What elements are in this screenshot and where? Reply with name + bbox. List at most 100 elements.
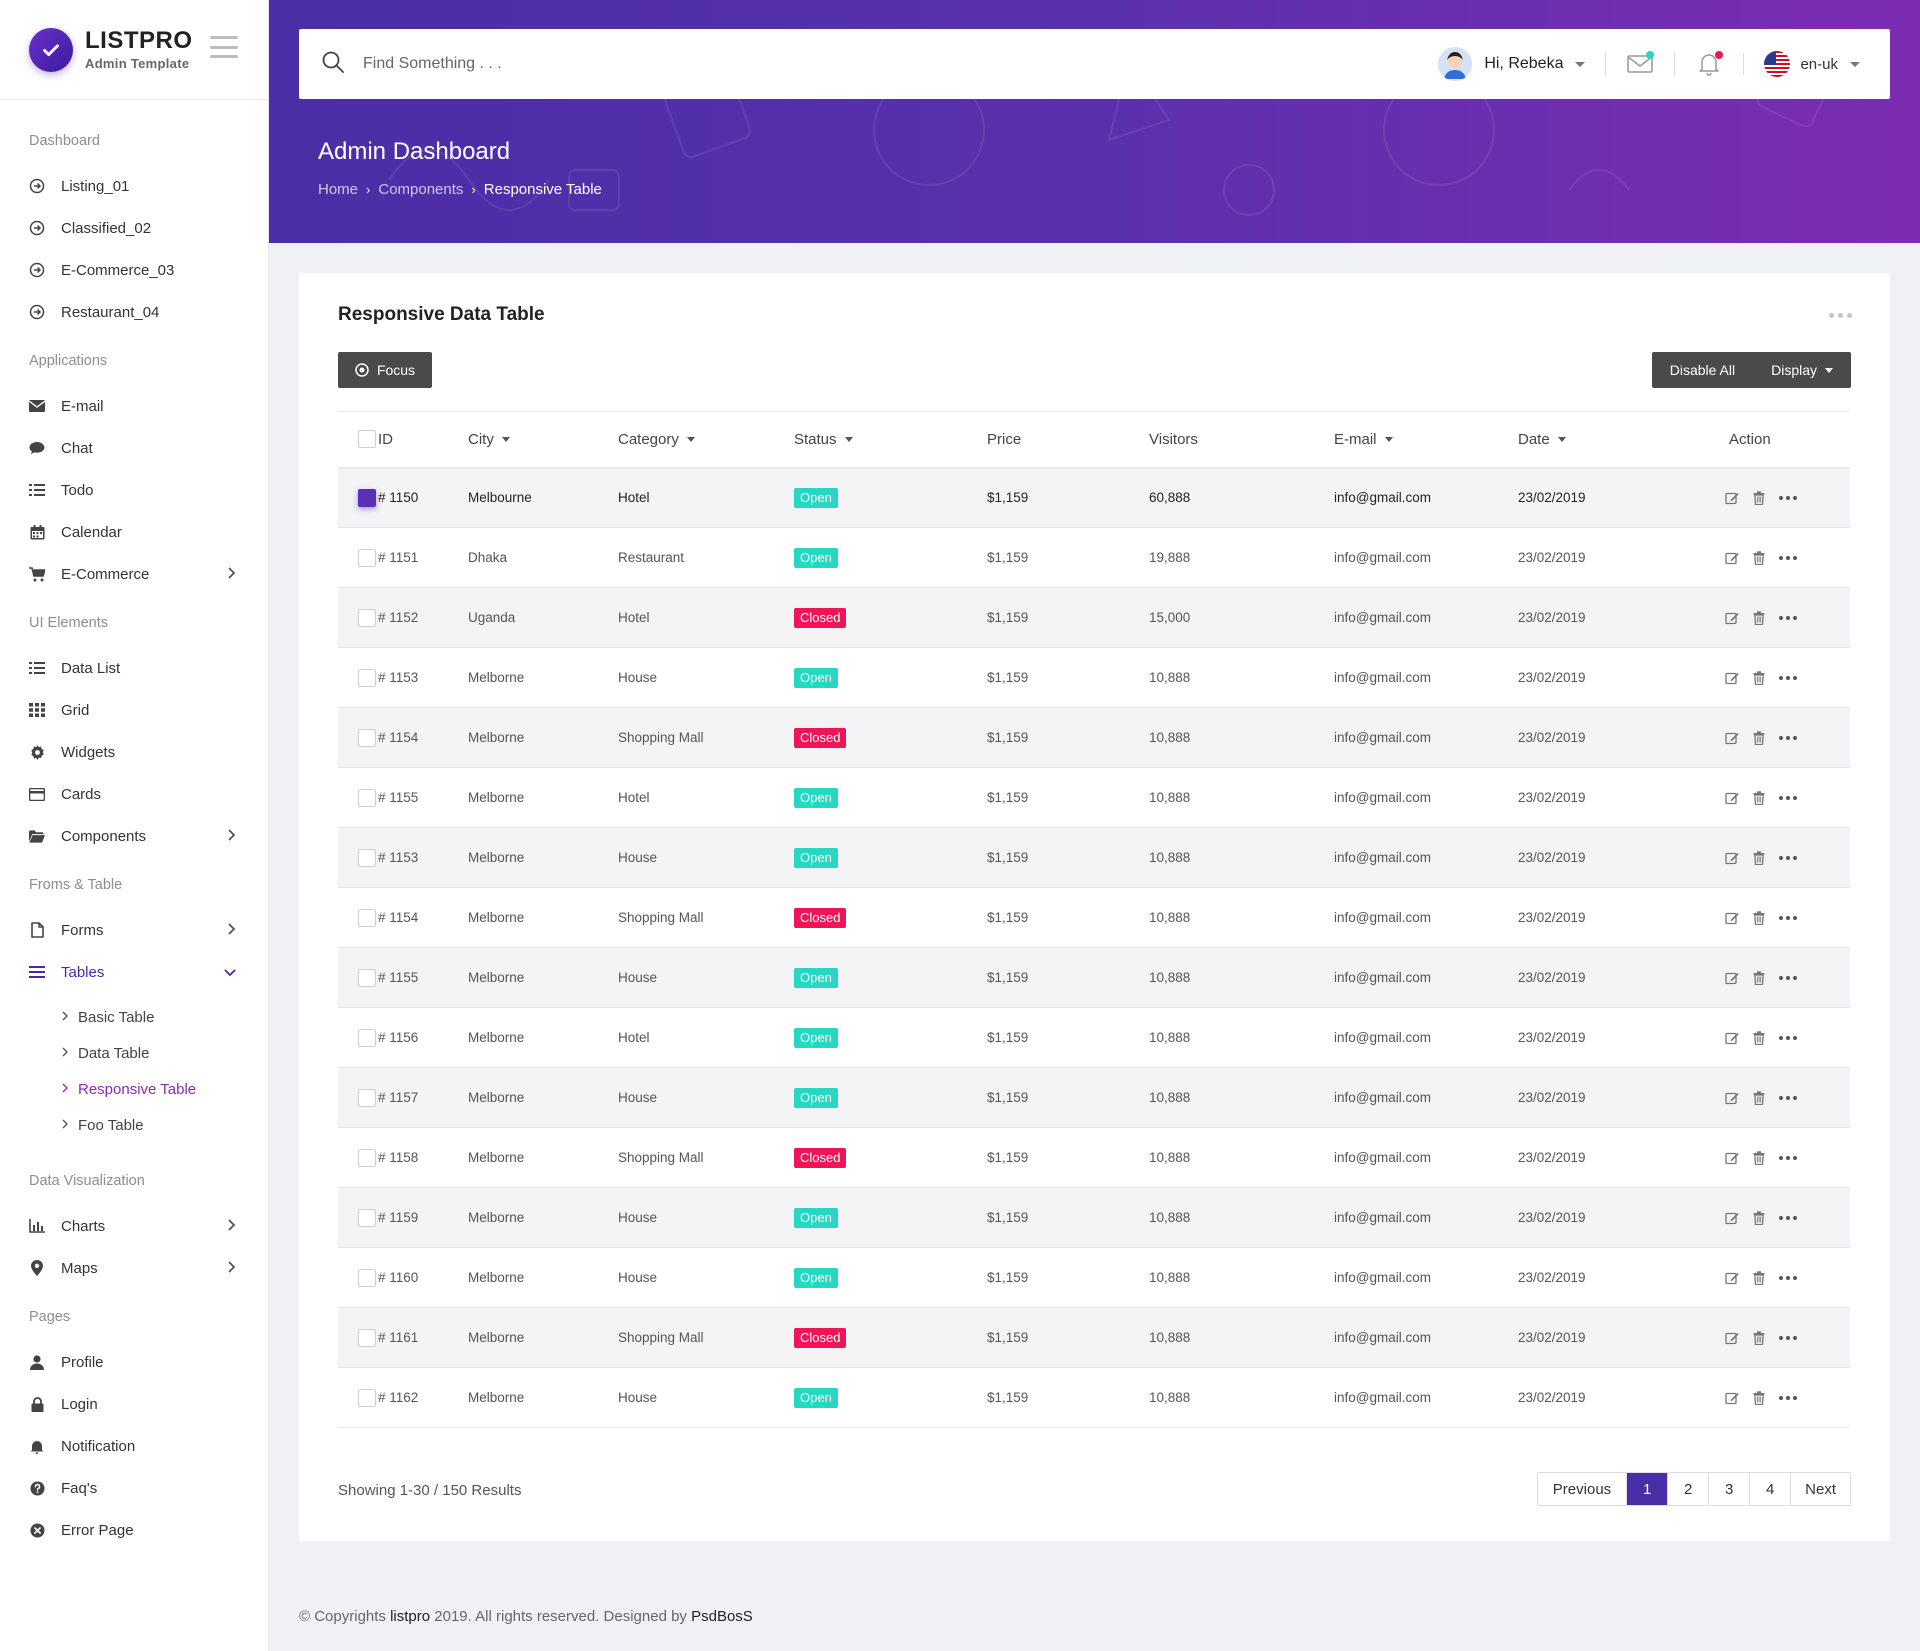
search-input[interactable] xyxy=(363,55,963,73)
hamburger-menu-icon[interactable] xyxy=(210,36,238,58)
edit-icon[interactable] xyxy=(1725,1031,1739,1045)
table-row[interactable]: # 1157 Melborne House Open $1,159 10,888… xyxy=(338,1067,1850,1128)
sidebar-item-error-page[interactable]: Error Page xyxy=(0,1509,268,1551)
column-header-id[interactable]: ID xyxy=(378,411,468,469)
sidebar-subitem-data-table[interactable]: Data Table xyxy=(0,1035,268,1071)
page-1-button[interactable]: 1 xyxy=(1626,1473,1668,1505)
more-options-icon[interactable] xyxy=(1829,313,1852,318)
edit-icon[interactable] xyxy=(1725,1331,1739,1345)
edit-icon[interactable] xyxy=(1725,1391,1739,1405)
page-4-button[interactable]: 4 xyxy=(1749,1473,1791,1505)
row-checkbox[interactable] xyxy=(358,908,376,927)
sidebar-item-e-commerce-03[interactable]: E-Commerce_03 xyxy=(0,249,268,291)
row-checkbox[interactable] xyxy=(358,1328,376,1347)
more-options-icon[interactable] xyxy=(1779,1215,1797,1220)
column-header-date[interactable]: Date xyxy=(1504,411,1691,469)
trash-icon[interactable] xyxy=(1753,1030,1765,1045)
row-checkbox[interactable] xyxy=(358,1208,376,1227)
breadcrumb-home[interactable]: Home xyxy=(318,181,359,198)
row-checkbox[interactable] xyxy=(358,1388,376,1407)
edit-icon[interactable] xyxy=(1725,1091,1739,1105)
trash-icon[interactable] xyxy=(1753,1090,1765,1105)
sidebar-item-components[interactable]: Components xyxy=(0,815,268,857)
trash-icon[interactable] xyxy=(1753,491,1765,505)
mail-button[interactable] xyxy=(1626,50,1655,78)
column-header-city[interactable]: City xyxy=(468,411,591,469)
edit-icon[interactable] xyxy=(1725,1271,1739,1285)
edit-icon[interactable] xyxy=(1725,851,1739,865)
table-row[interactable]: # 1156 Melborne Hotel Open $1,159 10,888… xyxy=(338,1007,1850,1068)
sidebar-item-notification[interactable]: Notification xyxy=(0,1425,268,1467)
sidebar-item-calendar[interactable]: Calendar xyxy=(0,511,268,553)
sidebar-item-faq-s[interactable]: Faq's xyxy=(0,1467,268,1509)
trash-icon[interactable] xyxy=(1753,670,1765,685)
trash-icon[interactable] xyxy=(1753,610,1765,625)
row-checkbox[interactable] xyxy=(358,1088,376,1107)
sidebar-item-forms[interactable]: Forms xyxy=(0,909,268,951)
edit-icon[interactable] xyxy=(1725,1151,1739,1165)
row-checkbox[interactable] xyxy=(358,1028,376,1047)
previous-page-button[interactable]: Previous xyxy=(1537,1473,1627,1505)
row-checkbox[interactable] xyxy=(358,788,376,807)
more-options-icon[interactable] xyxy=(1779,1275,1797,1280)
more-options-icon[interactable] xyxy=(1779,1395,1797,1400)
table-row[interactable]: # 1158 Melborne Shopping Mall Closed $1,… xyxy=(338,1127,1850,1188)
sidebar-subitem-basic-table[interactable]: Basic Table xyxy=(0,999,268,1035)
edit-icon[interactable] xyxy=(1725,911,1739,925)
trash-icon[interactable] xyxy=(1753,1330,1765,1345)
check-logo-icon[interactable] xyxy=(29,27,73,72)
table-row[interactable]: # 1154 Melborne Shopping Mall Closed $1,… xyxy=(338,707,1850,768)
row-checkbox[interactable] xyxy=(358,1148,376,1167)
user-menu[interactable]: Hi, Rebeka xyxy=(1438,47,1586,81)
sidebar-item-listing-01[interactable]: Listing_01 xyxy=(0,165,268,207)
edit-icon[interactable] xyxy=(1725,1211,1739,1225)
table-row[interactable]: # 1153 Melborne House Open $1,159 10,888… xyxy=(338,647,1850,708)
more-options-icon[interactable] xyxy=(1779,795,1797,800)
trash-icon[interactable] xyxy=(1753,1270,1765,1285)
more-options-icon[interactable] xyxy=(1779,1155,1797,1160)
row-checkbox[interactable] xyxy=(358,728,376,747)
more-options-icon[interactable] xyxy=(1779,735,1797,740)
trash-icon[interactable] xyxy=(1753,1210,1765,1225)
edit-icon[interactable] xyxy=(1725,551,1739,565)
trash-icon[interactable] xyxy=(1753,850,1765,865)
sidebar-item-classified-02[interactable]: Classified_02 xyxy=(0,207,268,249)
more-options-icon[interactable] xyxy=(1779,1095,1797,1100)
row-checkbox[interactable] xyxy=(358,968,376,987)
sidebar-item-grid[interactable]: Grid xyxy=(0,689,268,731)
row-checkbox[interactable] xyxy=(358,548,376,567)
sidebar-item-profile[interactable]: Profile xyxy=(0,1341,268,1383)
footer-brand-link[interactable]: listpro xyxy=(390,1608,431,1625)
sidebar-subitem-responsive-table[interactable]: Responsive Table xyxy=(0,1071,268,1107)
trash-icon[interactable] xyxy=(1753,1150,1765,1165)
more-options-icon[interactable] xyxy=(1779,615,1797,620)
edit-icon[interactable] xyxy=(1725,611,1739,625)
sidebar-item-tables[interactable]: Tables xyxy=(0,951,268,993)
sidebar-item-cards[interactable]: Cards xyxy=(0,773,268,815)
next-page-button[interactable]: Next xyxy=(1790,1473,1850,1505)
more-options-icon[interactable] xyxy=(1779,555,1797,560)
display-dropdown-button[interactable]: Display xyxy=(1753,352,1851,388)
table-row[interactable]: # 1151 Dhaka Restaurant Open $1,159 19,8… xyxy=(338,527,1850,588)
focus-button[interactable]: Focus xyxy=(338,352,432,388)
page-2-button[interactable]: 2 xyxy=(1667,1473,1709,1505)
edit-icon[interactable] xyxy=(1725,791,1739,805)
sidebar-item-charts[interactable]: Charts xyxy=(0,1205,268,1247)
more-options-icon[interactable] xyxy=(1779,675,1797,680)
sidebar-item-restaurant-04[interactable]: Restaurant_04 xyxy=(0,291,268,333)
notification-button[interactable] xyxy=(1695,50,1724,78)
table-row[interactable]: # 1162 Melborne House Open $1,159 10,888… xyxy=(338,1367,1850,1428)
more-options-icon[interactable] xyxy=(1779,855,1797,860)
sidebar-item-data-list[interactable]: Data List xyxy=(0,647,268,689)
edit-icon[interactable] xyxy=(1725,671,1739,685)
more-options-icon[interactable] xyxy=(1779,495,1797,500)
row-checkbox[interactable] xyxy=(358,668,376,687)
table-row[interactable]: # 1161 Melborne Shopping Mall Closed $1,… xyxy=(338,1307,1850,1368)
sidebar-item-login[interactable]: Login xyxy=(0,1383,268,1425)
sidebar-item-widgets[interactable]: Widgets xyxy=(0,731,268,773)
footer-designer-link[interactable]: PsdBosS xyxy=(691,1608,753,1625)
select-all-checkbox[interactable] xyxy=(358,430,376,449)
language-selector[interactable]: en-uk xyxy=(1764,51,1860,77)
sidebar-item-e-commerce[interactable]: E-Commerce xyxy=(0,553,268,595)
table-row[interactable]: # 1159 Melborne House Open $1,159 10,888… xyxy=(338,1187,1850,1248)
